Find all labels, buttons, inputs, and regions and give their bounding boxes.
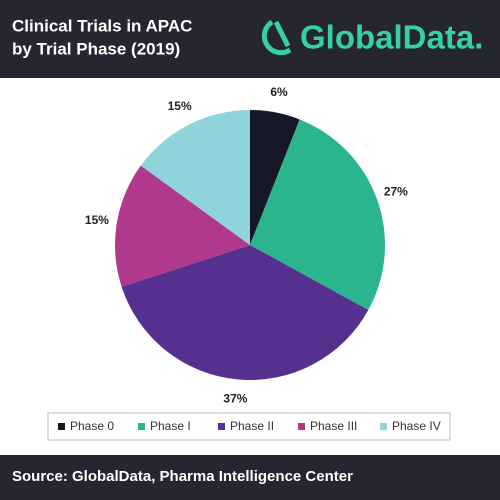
legend-label: Phase I <box>150 419 191 433</box>
footer <box>0 455 500 500</box>
data-label: 6% <box>270 85 288 99</box>
legend-label: Phase IV <box>392 419 441 433</box>
legend-swatch <box>298 423 305 430</box>
header <box>0 0 500 78</box>
logo-icon <box>261 19 292 56</box>
pie-slice <box>140 110 250 245</box>
data-label: 15% <box>85 213 109 227</box>
data-label: 37% <box>223 391 247 405</box>
legend-swatch <box>380 423 387 430</box>
pie-slice <box>250 110 300 245</box>
pie-slice <box>250 119 385 311</box>
legend-swatch <box>138 423 145 430</box>
legend-swatch <box>218 423 225 430</box>
pie-slice <box>121 245 369 380</box>
legend-label: Phase 0 <box>70 419 114 433</box>
logo-text: GlobalData. <box>300 19 483 56</box>
legend-swatch <box>58 423 65 430</box>
logo-arc <box>261 19 292 56</box>
chart-title: Clinical Trials in APAC <box>12 16 192 35</box>
logo-stroke <box>273 20 291 48</box>
legend-label: Phase III <box>310 419 357 433</box>
chart-title: by Trial Phase (2019) <box>12 39 180 58</box>
pie-slice <box>114 165 250 287</box>
source: Source: GlobalData, Pharma Intelligence … <box>12 468 353 485</box>
legend-label: Phase II <box>230 419 274 433</box>
data-label: 27% <box>384 185 408 199</box>
data-label: 15% <box>168 99 192 113</box>
